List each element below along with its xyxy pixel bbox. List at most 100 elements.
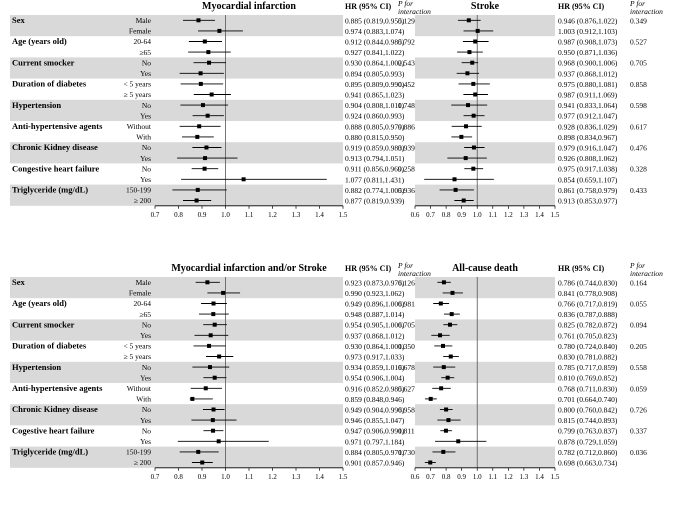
hr-column-header: HR (95% CI) — [558, 2, 605, 11]
x-tick-label: 1.4 — [315, 473, 324, 481]
hr-point — [438, 333, 443, 338]
hr-point — [212, 322, 217, 327]
row-label: Current smocker — [12, 57, 75, 67]
p-interaction-value: 0.730 — [398, 448, 415, 457]
p-interaction-value: 0.059 — [630, 384, 647, 393]
group-band — [415, 361, 555, 383]
hr-value: 0.975 (0.917,1.038) — [558, 165, 618, 174]
row-label: Duration of diabetes — [12, 79, 87, 89]
x-tick-label: 1.1 — [245, 211, 254, 219]
hr-value: 0.825 (0.782,0.872) — [558, 321, 618, 330]
row-label: Triglyceride (mg/dL) — [12, 447, 88, 457]
hr-value: 0.928 (0.836,1.029) — [558, 122, 618, 131]
hr-value: 0.841 (0.778,0.908) — [558, 289, 618, 298]
x-tick-label: 1.0 — [473, 211, 482, 219]
p-interaction-value: 0.055 — [630, 300, 647, 309]
hr-value: 0.782 (0.712,0.860) — [558, 448, 618, 457]
subgroup-label: Yes — [140, 416, 151, 425]
p-header-line2: interaction — [630, 269, 663, 278]
hr-point — [470, 60, 475, 65]
hr-point — [428, 460, 433, 465]
hr-value: 0.973 (0.917,1.033) — [345, 353, 405, 362]
hr-point — [441, 343, 445, 348]
hr-point — [208, 333, 213, 338]
hr-value: 0.977 (0.912,1.047) — [558, 112, 618, 121]
hr-value: 0.946 (0.876,1.022) — [558, 16, 618, 25]
group-band — [415, 446, 555, 468]
hr-point — [475, 28, 480, 33]
hr-value: 0.916 (0.852,0.985) — [345, 384, 405, 393]
hr-point — [195, 134, 200, 139]
hr-point — [200, 103, 205, 108]
subgroup-label: No — [142, 143, 151, 152]
p-interaction-value: 0.558 — [630, 363, 647, 372]
hr-value: 0.941 (0.865,1.023) — [345, 91, 405, 100]
hr-point — [217, 28, 222, 33]
x-tick-label: 1.0 — [221, 211, 230, 219]
hr-point — [453, 187, 458, 192]
hr-point — [202, 166, 207, 171]
x-tick-label: 1.1 — [245, 473, 254, 481]
group-band — [10, 319, 343, 341]
p-column-header: P for interaction — [629, 0, 663, 16]
hr-point — [465, 71, 470, 76]
p-interaction-value: 0.164 — [630, 278, 647, 287]
hr-point — [200, 460, 205, 465]
p-interaction-value: 0.748 — [398, 101, 415, 110]
group-band — [415, 404, 555, 426]
hr-value: 0.971 (0.797,1.184) — [345, 437, 405, 446]
hr-point — [190, 396, 195, 401]
hr-value: 0.937 (0.868,1.012) — [345, 331, 405, 340]
subgroup-label: Yes — [140, 111, 151, 120]
p-interaction-value: 0.598 — [630, 101, 647, 110]
x-tick-label: 1.2 — [268, 211, 277, 219]
x-tick-label: 1.3 — [292, 473, 301, 481]
subgroup-label: Male — [136, 16, 152, 25]
p-interaction-value: 0.205 — [630, 342, 647, 351]
hr-value: 0.990 (0.923,1.062) — [345, 289, 405, 298]
x-tick-label: 1.2 — [268, 473, 277, 481]
hr-value: 0.913 (0.794,1.051) — [345, 154, 405, 163]
hr-value: 0.937 (0.868,1.012) — [558, 69, 618, 78]
hr-value: 0.785 (0.717,0.859) — [558, 363, 618, 372]
x-tick-label: 0.7 — [151, 473, 160, 481]
hr-point — [446, 418, 451, 423]
hr-value: 0.987 (0.911,1.069) — [558, 91, 618, 100]
hr-value: 0.878 (0.729,1.059) — [558, 437, 618, 446]
hr-value: 0.968 (0.900,1.006) — [558, 59, 618, 68]
p-header-line2: interaction — [630, 7, 663, 16]
panel-title: All-cause death — [452, 263, 518, 274]
subgroup-label: Female — [129, 27, 152, 36]
hr-value: 0.877 (0.819,0.939) — [345, 197, 405, 206]
row-label: Anti-hypertensive agents — [12, 121, 103, 131]
hr-point — [471, 145, 476, 150]
row-label: Current smocker — [12, 319, 75, 329]
row-label: Age (years old) — [12, 298, 67, 308]
x-tick-label: 1.3 — [520, 211, 529, 219]
hr-value: 0.954 (0.905,1.006) — [345, 321, 405, 330]
hr-point — [207, 60, 212, 65]
p-interaction-value: 0.617 — [630, 122, 647, 131]
group-band — [10, 361, 343, 383]
hr-value: 0.859 (0.848,0.946) — [345, 395, 405, 404]
p-interaction-value: 0.328 — [630, 165, 647, 174]
x-tick-label: 1.4 — [535, 211, 544, 219]
p-interaction-value: 0.939 — [398, 144, 415, 153]
hr-point — [449, 312, 454, 317]
hr-point — [466, 103, 471, 108]
subgroup-label: 20-64 — [134, 299, 152, 308]
x-tick-label: 1.5 — [339, 211, 348, 219]
group-band — [10, 15, 343, 37]
hr-value: 0.954 (0.906,1.004) — [345, 374, 405, 383]
hr-value: 0.941 (0.833,1.064) — [558, 101, 618, 110]
hr-column-header: HR (95% CI) — [345, 2, 392, 11]
subgroup-label: With — [136, 395, 151, 404]
hr-point — [211, 301, 216, 306]
x-tick-label: 0.9 — [198, 473, 207, 481]
hr-value: 0.698 (0.663,0.734) — [558, 459, 618, 468]
hr-value: 0.894 (0.805,0.993) — [345, 69, 405, 78]
subgroup-label: Yes — [140, 331, 151, 340]
group-band — [10, 57, 343, 79]
p-interaction-value: 0.433 — [630, 186, 647, 195]
